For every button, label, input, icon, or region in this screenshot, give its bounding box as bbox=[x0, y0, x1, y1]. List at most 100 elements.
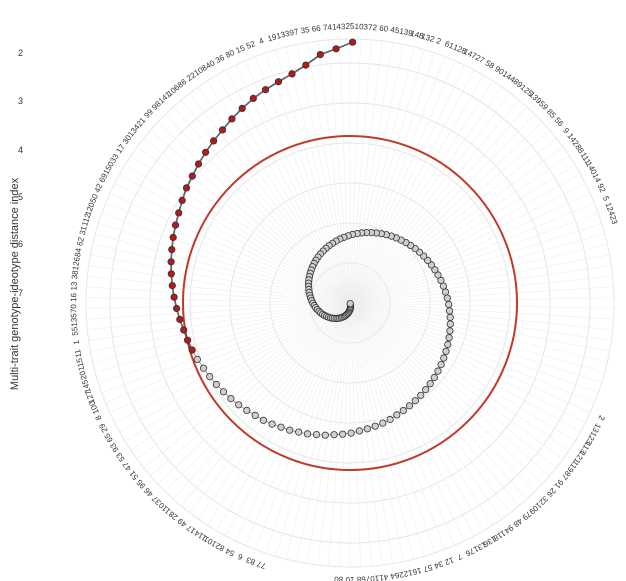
grid-spoke bbox=[150, 129, 351, 304]
angular-label: 80 bbox=[224, 48, 236, 60]
angular-label: 115 bbox=[75, 357, 87, 372]
angular-label: 97 bbox=[289, 27, 300, 38]
angular-label: 2 bbox=[435, 36, 443, 46]
grid-spoke bbox=[349, 56, 446, 304]
grid-spoke bbox=[349, 302, 612, 341]
genotype-point bbox=[346, 299, 354, 308]
grid-spoke bbox=[338, 39, 351, 304]
genotype-point bbox=[446, 320, 454, 328]
grid-spoke bbox=[349, 302, 446, 550]
angular-label: 29 bbox=[97, 421, 109, 433]
grid-spoke bbox=[349, 302, 435, 554]
grid-spoke bbox=[285, 46, 351, 304]
angular-label: 77 bbox=[255, 559, 267, 571]
angular-label: 127 bbox=[83, 389, 96, 405]
grid-spoke bbox=[172, 106, 351, 304]
grid-spoke bbox=[254, 56, 351, 304]
grid-spoke bbox=[349, 302, 595, 404]
grid-spoke bbox=[349, 302, 576, 442]
grid-spoke bbox=[189, 93, 351, 304]
angular-label: 54 bbox=[224, 546, 236, 558]
grid-spoke bbox=[296, 44, 351, 304]
y-axis-label: Multi-trait genotype-ideotype distance i… bbox=[9, 177, 21, 391]
angular-label: 34 bbox=[432, 559, 444, 571]
grid-spoke bbox=[130, 155, 351, 304]
angular-label: 57 bbox=[422, 563, 434, 574]
genotype-point bbox=[339, 430, 347, 438]
grid-spoke bbox=[349, 164, 576, 304]
grid-spoke bbox=[180, 302, 351, 507]
genotype-point bbox=[442, 347, 450, 355]
genotype-point bbox=[206, 372, 214, 381]
grid-spoke bbox=[207, 302, 351, 526]
angular-label: 120 bbox=[84, 201, 97, 217]
selected-genotype-point bbox=[302, 61, 310, 69]
angular-label: 64 bbox=[389, 571, 400, 581]
grid-spoke bbox=[349, 302, 520, 507]
radial-tick-label: 3 bbox=[18, 96, 24, 106]
grid-spoke bbox=[349, 302, 605, 373]
angular-label: 41 bbox=[378, 572, 388, 581]
selected-genotype-point bbox=[188, 346, 196, 354]
genotype-point bbox=[399, 406, 407, 415]
genotype-points bbox=[167, 38, 454, 439]
grid-spoke bbox=[349, 302, 383, 566]
angular-label: 124 bbox=[603, 201, 616, 217]
grid-spoke bbox=[216, 302, 351, 531]
grid-spoke bbox=[136, 302, 351, 460]
genotype-point bbox=[445, 334, 453, 342]
angular-label: 80 bbox=[334, 574, 344, 581]
grid-spoke bbox=[349, 193, 591, 304]
genotype-point bbox=[259, 416, 267, 424]
grid-spoke bbox=[198, 302, 351, 520]
grid-spoke bbox=[349, 49, 425, 304]
genotype-point bbox=[440, 354, 448, 362]
grid-spoke bbox=[143, 302, 351, 468]
grid-spoke bbox=[349, 302, 528, 500]
grid-spoke bbox=[349, 302, 362, 567]
grid-spoke bbox=[244, 60, 351, 304]
grid-spoke bbox=[349, 302, 404, 562]
angular-label: 66 bbox=[311, 24, 321, 34]
genotype-point bbox=[200, 364, 208, 372]
grid-spoke bbox=[87, 302, 351, 331]
grid-spoke bbox=[349, 65, 465, 304]
grid-spoke bbox=[349, 129, 550, 304]
selected-genotype-point bbox=[169, 233, 177, 241]
angular-label: 14 bbox=[591, 172, 603, 184]
selected-genotype-point bbox=[249, 94, 257, 103]
genotype-point bbox=[371, 422, 379, 430]
angular-label: 145 bbox=[80, 378, 93, 394]
genotype-point bbox=[295, 428, 303, 436]
angular-label: 122 bbox=[398, 568, 413, 580]
angular-label: 52 bbox=[245, 39, 257, 51]
angular-label: 9 bbox=[561, 126, 571, 136]
angular-label: 72 bbox=[368, 23, 378, 33]
grid-spoke bbox=[349, 275, 613, 304]
selected-genotype-point bbox=[173, 304, 181, 313]
radial-tick-label: 7 bbox=[18, 288, 24, 298]
selected-genotype-point bbox=[332, 45, 340, 53]
grid-spoke bbox=[157, 302, 351, 485]
angular-label: 5 bbox=[601, 195, 611, 203]
grid-spoke bbox=[349, 114, 535, 304]
grid-spoke bbox=[105, 302, 351, 404]
grid-spoke bbox=[349, 302, 570, 451]
angular-label: 68 bbox=[356, 575, 366, 581]
angular-label: 70 bbox=[69, 304, 78, 314]
grid-spoke bbox=[244, 302, 351, 546]
grid-spoke bbox=[86, 302, 351, 309]
grid-spoke bbox=[349, 302, 614, 309]
grid-spoke bbox=[275, 49, 351, 304]
genotype-point bbox=[379, 419, 387, 427]
grid-spoke bbox=[349, 183, 586, 304]
grid-spoke bbox=[349, 302, 493, 526]
grid-spoke bbox=[88, 265, 351, 304]
angular-label: 10 bbox=[345, 575, 354, 581]
selected-genotype-point bbox=[176, 315, 184, 323]
grid-spoke bbox=[130, 302, 351, 451]
grid-spoke bbox=[207, 80, 351, 304]
grid-spoke bbox=[114, 302, 351, 423]
genotype-point bbox=[286, 426, 294, 434]
